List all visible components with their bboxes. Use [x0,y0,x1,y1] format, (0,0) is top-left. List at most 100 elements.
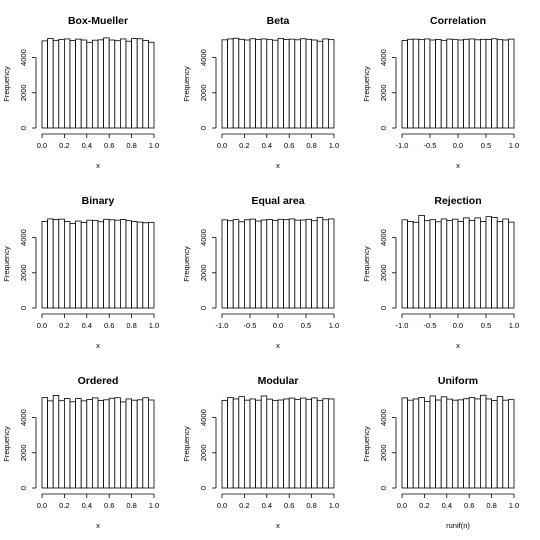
histogram-bar [327,39,335,129]
histogram-bar [435,399,442,489]
histogram-bar [92,219,99,309]
histogram-bar [401,397,408,489]
histogram-bar [136,38,144,129]
y-tick-label: 0 [199,126,208,130]
histogram-bar [507,399,515,489]
histogram-bar [142,397,149,489]
histogram-bar [305,218,312,309]
histogram-bar [294,39,301,129]
plot-title: Beta [267,15,290,27]
y-tick-label: 2000 [19,444,28,461]
histogram-bar [440,396,448,489]
histogram-bar [311,39,318,129]
x-tick-label: 0.0 [37,321,47,330]
histogram-bar [221,219,228,309]
histogram-bar [52,39,60,129]
histogram-bar [502,218,509,309]
histogram-bar [418,39,425,129]
histogram-bar [64,38,71,129]
y-tick-label: 2000 [199,264,208,281]
x-tick-label: 0.6 [284,141,294,150]
histogram-bar [147,222,155,309]
histogram-bar [424,401,431,489]
x-tick-label: 0.8 [126,141,136,150]
x-tick-label: 1.0 [509,501,519,510]
histogram-bar [452,218,459,309]
x-tick-label: -0.5 [244,321,257,330]
histogram-bar [485,216,492,309]
histogram-bar [272,399,279,489]
x-tick-label: 0.0 [453,321,463,330]
histogram-bar [480,38,487,129]
histogram-bar [277,218,284,309]
histogram-bar [221,39,228,129]
histogram-bar [64,221,71,309]
histogram-bar [47,400,54,489]
histogram-bar [468,219,476,309]
histogram-bar [327,218,335,309]
x-tick-label: 0.2 [59,501,69,510]
histogram-bar [277,38,284,129]
x-tick-label: -1.0 [216,321,229,330]
histogram-panel: Binary 0.0 0.2 0.4 0.6 0.8 1.0 x 0 2000 4000 Freque… [2,195,159,350]
histogram-bar [41,397,48,489]
histogram-bar [41,221,48,309]
histogram-bar [58,218,65,309]
x-tick-label: 0.0 [397,501,407,510]
histogram-bar [227,397,234,489]
plot-title: Equal area [251,195,304,207]
histogram-bar [457,221,464,309]
histogram-bar [322,398,329,489]
histogram-bar [69,223,76,309]
histogram-bar [232,219,240,309]
histogram-bar [322,219,329,309]
histogram-bar [435,39,442,129]
histogram-bar [452,399,459,489]
histogram-bar [255,399,262,489]
histogram-bar [440,39,448,129]
histogram-bar [114,397,121,489]
histogram-bar [80,222,88,309]
histogram-panel: Correlation -1.0 -0.5 0.0 0.5 1.0 x 0 2000 4000 Fr… [362,15,519,170]
histogram-bar [75,220,82,309]
histogram-bar [238,221,245,309]
y-tick-label: 4000 [379,409,388,426]
histogram-bar [266,219,273,309]
histogram-bar [266,398,273,489]
histogram-bar [244,399,251,489]
x-tick-label: 1.0 [329,501,339,510]
y-axis-label: Frequency [182,426,191,462]
x-tick-label: 0.0 [37,141,47,150]
x-tick-label: 0.8 [306,141,316,150]
histogram-bar [136,399,144,489]
y-tick-label: 0 [19,126,28,130]
histogram-bar [429,39,436,129]
histogram-panel: Equal area -1.0 -0.5 0.0 0.5 1.0 x 0 2000 4000 Fre… [182,195,339,350]
histogram-bar [97,400,104,489]
x-tick-label: 0.2 [239,501,249,510]
histogram-bar [480,394,487,489]
histogram-bar [131,399,138,489]
y-tick-label: 4000 [19,229,28,246]
x-tick-label: -1.0 [396,141,409,150]
y-tick-label: 4000 [19,49,28,66]
histogram-bar [75,398,82,489]
histogram-bar [327,398,335,489]
histogram-bar [227,38,234,129]
histogram-bar [249,38,256,129]
histogram-bar [125,220,132,309]
histogram-bar [316,216,324,309]
y-tick-label: 0 [19,486,28,490]
histogram-bar [474,398,481,489]
histogram-bar [283,398,290,489]
histogram-bar [316,40,324,129]
histogram-bar [474,217,481,309]
y-axis-label: Frequency [182,246,191,282]
histogram-bar [97,221,104,309]
histogram-bar [491,216,498,309]
histogram-bar [288,397,296,489]
histogram-bar [131,38,138,129]
histogram-bar [80,400,88,489]
x-tick-label: 1.0 [149,321,159,330]
